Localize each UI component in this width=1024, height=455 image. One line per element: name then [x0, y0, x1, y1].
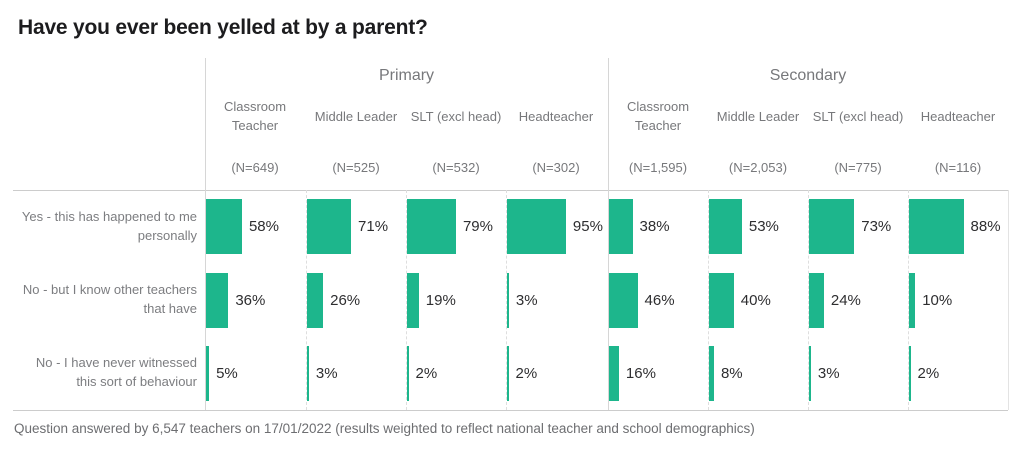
column-n-label: (N=532): [432, 159, 480, 175]
bar: [407, 272, 419, 328]
bar: [307, 199, 352, 255]
bar: [307, 345, 309, 401]
bar-value-label: 71%: [358, 218, 389, 236]
bar-value-label: 38%: [639, 218, 670, 236]
bar: [809, 345, 811, 401]
column-role-label: Middle Leader: [314, 108, 398, 124]
bar-value-label: 2%: [515, 364, 538, 382]
bar: [909, 199, 964, 255]
bar-value-label: 46%: [644, 291, 675, 309]
bar-value-label: 5%: [216, 364, 238, 382]
bar-value-label: 73%: [861, 218, 892, 236]
bar-value-label: 24%: [830, 291, 861, 309]
column-n-label: (N=525): [332, 159, 380, 175]
bar-value-label: 95%: [572, 218, 603, 236]
chart-footnote: Question answered by 6,547 teachers on 1…: [14, 421, 755, 436]
primary-secondary-divider: [608, 58, 609, 410]
bar-value-label: 40%: [740, 291, 771, 309]
bar: [307, 272, 324, 328]
bar-value-label: 36%: [235, 291, 266, 309]
column-role-label: Classroom Teacher: [223, 99, 287, 133]
column-role-label: Middle Leader: [716, 108, 800, 124]
column-role-label: Headteacher: [518, 108, 594, 124]
bar: [609, 345, 619, 401]
column-role-label: SLT (excl head): [410, 108, 502, 124]
column-divider-line: [908, 190, 909, 410]
column-role-label: Classroom Teacher: [626, 99, 690, 133]
bar-value-label: 3%: [515, 291, 538, 309]
bar: [809, 272, 824, 328]
bar: [609, 199, 633, 255]
bar: [909, 272, 916, 328]
bar-value-label: 3%: [817, 364, 840, 382]
plot-bottom-line: [13, 410, 1008, 411]
bar: [206, 199, 242, 255]
row-label: Yes - this has happened to me personally: [21, 208, 197, 243]
bar: [709, 199, 742, 255]
bar: [709, 345, 714, 401]
bar: [507, 345, 509, 401]
column-n-label: (N=302): [532, 159, 580, 175]
bar-value-label: 58%: [248, 218, 279, 236]
bar-value-label: 8%: [720, 364, 743, 382]
bar-value-label: 53%: [748, 218, 779, 236]
bar-value-label: 88%: [970, 218, 1001, 236]
column-n-label: (N=649): [231, 159, 279, 175]
bar: [609, 272, 638, 328]
row-label: No - I have never witnessed this sort of…: [35, 355, 197, 390]
column-n-label: (N=775): [834, 159, 882, 175]
plot-right-edge-line: [1008, 190, 1009, 410]
column-n-label: (N=116): [934, 159, 982, 175]
bar: [507, 199, 566, 255]
group-header-primary: Primary: [378, 67, 435, 84]
row-label: No - but I know other teachers that have: [22, 282, 197, 316]
bar: [709, 272, 734, 328]
bar: [206, 272, 229, 328]
header-bottom-line: [13, 190, 1008, 191]
label-section-divider: [205, 58, 206, 410]
bar-value-label: 2%: [415, 364, 438, 382]
column-role-label: SLT (excl head): [812, 108, 904, 124]
bar: [809, 199, 855, 255]
bar-value-label: 79%: [462, 218, 493, 236]
bar: [407, 199, 456, 255]
column-divider-line: [406, 190, 407, 410]
column-role-label: Headteacher: [920, 108, 996, 124]
bar: [909, 345, 911, 401]
column-n-label: (N=2,053): [728, 159, 788, 175]
column-divider-line: [306, 190, 307, 410]
bar-value-label: 2%: [917, 364, 940, 382]
bar-value-label: 26%: [330, 291, 361, 309]
bar-value-label: 19%: [425, 291, 456, 309]
column-n-label: (N=1,595): [628, 159, 688, 175]
bar: [206, 345, 210, 401]
bar-value-label: 16%: [625, 364, 656, 382]
bar: [407, 345, 409, 401]
bar-value-label: 10%: [922, 291, 953, 309]
bar: [507, 272, 509, 328]
bar-value-label: 3%: [315, 364, 338, 382]
column-divider-line: [506, 190, 507, 410]
column-divider-line: [708, 190, 709, 410]
chart-title: Have you ever been yelled at by a parent…: [18, 16, 428, 39]
group-header-secondary: Secondary: [769, 67, 847, 84]
column-divider-line: [808, 190, 809, 410]
